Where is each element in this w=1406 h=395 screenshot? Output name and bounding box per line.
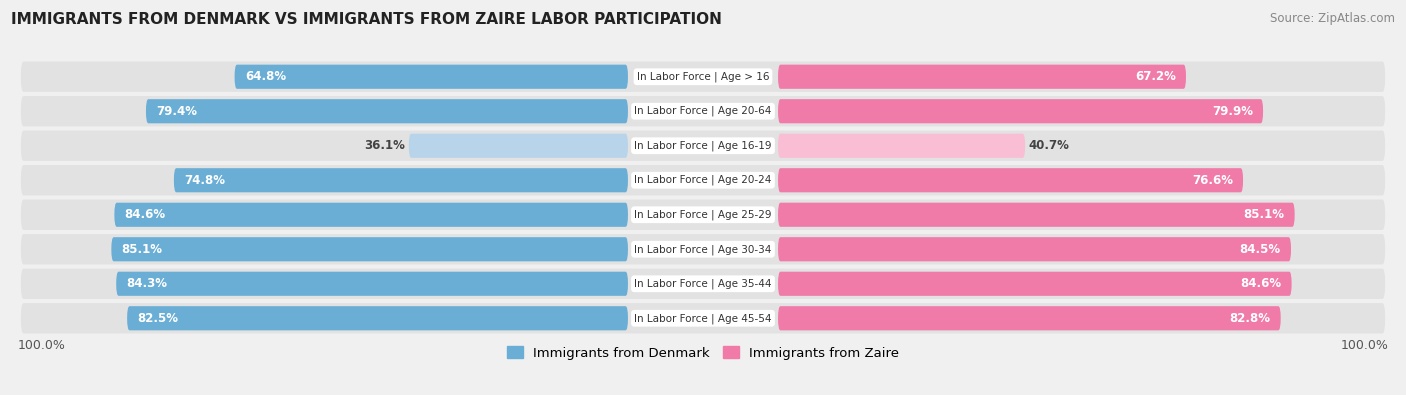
Text: 64.8%: 64.8% (245, 70, 285, 83)
Text: In Labor Force | Age 16-19: In Labor Force | Age 16-19 (634, 141, 772, 151)
Text: In Labor Force | Age 20-24: In Labor Force | Age 20-24 (634, 175, 772, 186)
Legend: Immigrants from Denmark, Immigrants from Zaire: Immigrants from Denmark, Immigrants from… (502, 341, 904, 365)
FancyBboxPatch shape (21, 96, 1385, 126)
FancyBboxPatch shape (21, 62, 1385, 92)
Text: 67.2%: 67.2% (1135, 70, 1175, 83)
FancyBboxPatch shape (778, 134, 1025, 158)
Text: In Labor Force | Age 45-54: In Labor Force | Age 45-54 (634, 313, 772, 324)
Text: Source: ZipAtlas.com: Source: ZipAtlas.com (1270, 12, 1395, 25)
FancyBboxPatch shape (778, 168, 1243, 192)
Text: IMMIGRANTS FROM DENMARK VS IMMIGRANTS FROM ZAIRE LABOR PARTICIPATION: IMMIGRANTS FROM DENMARK VS IMMIGRANTS FR… (11, 12, 723, 27)
Text: 79.9%: 79.9% (1212, 105, 1253, 118)
Text: 82.5%: 82.5% (138, 312, 179, 325)
FancyBboxPatch shape (114, 203, 628, 227)
FancyBboxPatch shape (778, 272, 1292, 296)
FancyBboxPatch shape (21, 199, 1385, 230)
Text: In Labor Force | Age 35-44: In Labor Force | Age 35-44 (634, 278, 772, 289)
FancyBboxPatch shape (174, 168, 628, 192)
FancyBboxPatch shape (127, 306, 628, 330)
Text: 85.1%: 85.1% (1243, 208, 1285, 221)
Text: 100.0%: 100.0% (1341, 339, 1389, 352)
Text: 36.1%: 36.1% (364, 139, 405, 152)
Text: In Labor Force | Age 25-29: In Labor Force | Age 25-29 (634, 209, 772, 220)
Text: 100.0%: 100.0% (17, 339, 65, 352)
Text: 84.6%: 84.6% (125, 208, 166, 221)
FancyBboxPatch shape (111, 237, 628, 261)
Text: In Labor Force | Age > 16: In Labor Force | Age > 16 (637, 71, 769, 82)
FancyBboxPatch shape (235, 65, 628, 89)
Text: 79.4%: 79.4% (156, 105, 197, 118)
Text: 74.8%: 74.8% (184, 174, 225, 187)
Text: 84.5%: 84.5% (1240, 243, 1281, 256)
Text: 84.3%: 84.3% (127, 277, 167, 290)
FancyBboxPatch shape (117, 272, 628, 296)
FancyBboxPatch shape (778, 203, 1295, 227)
FancyBboxPatch shape (146, 99, 628, 123)
FancyBboxPatch shape (778, 306, 1281, 330)
Text: 40.7%: 40.7% (1029, 139, 1070, 152)
Text: 82.8%: 82.8% (1229, 312, 1271, 325)
Text: In Labor Force | Age 20-64: In Labor Force | Age 20-64 (634, 106, 772, 117)
Text: 76.6%: 76.6% (1192, 174, 1233, 187)
FancyBboxPatch shape (409, 134, 628, 158)
FancyBboxPatch shape (778, 99, 1263, 123)
FancyBboxPatch shape (778, 65, 1187, 89)
FancyBboxPatch shape (21, 269, 1385, 299)
FancyBboxPatch shape (21, 131, 1385, 161)
FancyBboxPatch shape (21, 234, 1385, 264)
Text: 85.1%: 85.1% (121, 243, 163, 256)
FancyBboxPatch shape (778, 237, 1291, 261)
FancyBboxPatch shape (21, 165, 1385, 196)
FancyBboxPatch shape (21, 303, 1385, 333)
Text: In Labor Force | Age 30-34: In Labor Force | Age 30-34 (634, 244, 772, 254)
Text: 84.6%: 84.6% (1240, 277, 1281, 290)
